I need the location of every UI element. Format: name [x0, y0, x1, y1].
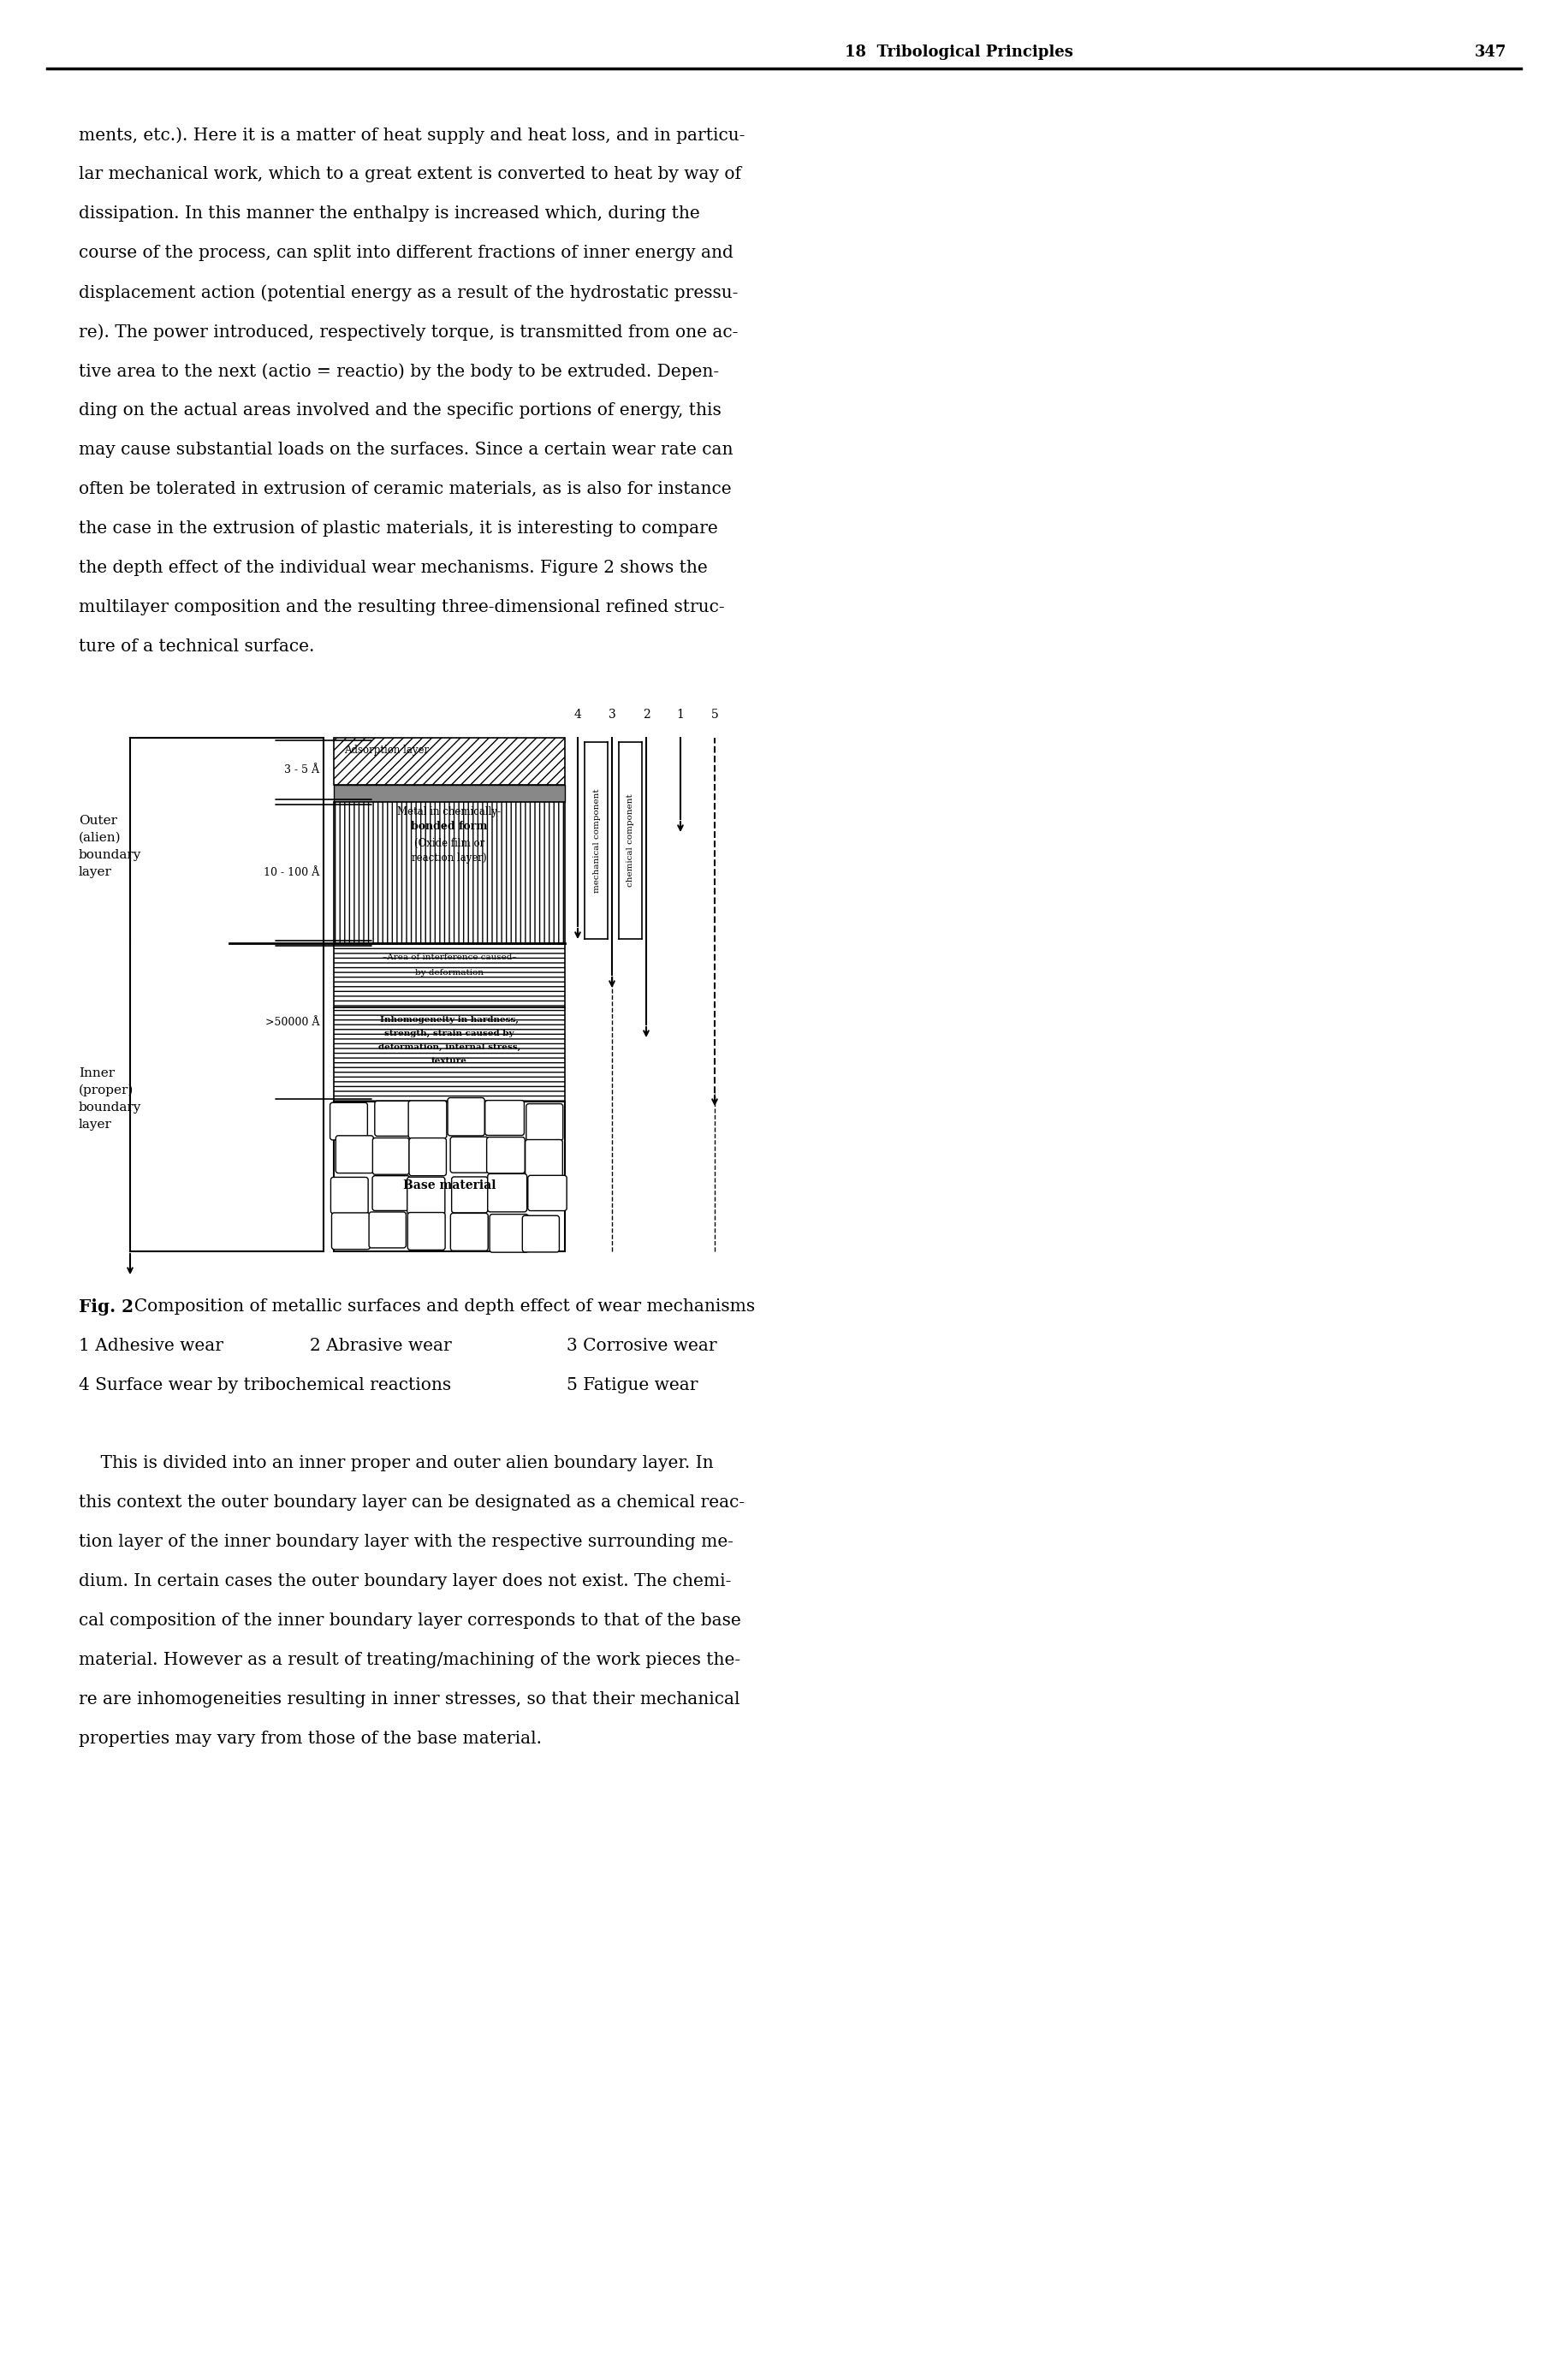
FancyBboxPatch shape [368, 1212, 406, 1247]
Text: chemical component: chemical component [627, 794, 633, 886]
Text: 5 Fatigue wear: 5 Fatigue wear [566, 1378, 698, 1392]
FancyBboxPatch shape [485, 1100, 524, 1136]
Text: 3: 3 [608, 708, 616, 720]
Text: >50000 Å: >50000 Å [265, 1017, 320, 1029]
Text: may cause substantial loads on the surfaces. Since a certain wear rate can: may cause substantial loads on the surfa… [78, 442, 734, 459]
Text: the case in the extrusion of plastic materials, it is interesting to compare: the case in the extrusion of plastic mat… [78, 520, 718, 537]
FancyBboxPatch shape [332, 1212, 370, 1250]
Text: boundary: boundary [78, 1102, 141, 1114]
Text: ture of a technical surface.: ture of a technical surface. [78, 639, 315, 656]
Text: displacement action (potential energy as a result of the hydrostatic pressu-: displacement action (potential energy as… [78, 285, 739, 302]
Text: strength, strain caused by: strength, strain caused by [384, 1029, 514, 1038]
Text: Metal in chemically-: Metal in chemically- [398, 805, 502, 817]
Text: deformation, internal stress,: deformation, internal stress, [378, 1043, 521, 1050]
FancyBboxPatch shape [375, 1100, 412, 1136]
Bar [334, 1007, 564, 1102]
Text: 1: 1 [677, 708, 684, 720]
FancyBboxPatch shape [452, 1176, 488, 1212]
Text: re). The power introduced, respectively torque, is transmitted from one ac-: re). The power introduced, respectively … [78, 323, 739, 340]
Bar [334, 1102, 564, 1252]
FancyBboxPatch shape [489, 1214, 528, 1252]
FancyBboxPatch shape [329, 1102, 367, 1140]
Text: tion layer of the inner boundary layer with the respective surrounding me-: tion layer of the inner boundary layer w… [78, 1535, 734, 1549]
Text: –Area of interference caused–: –Area of interference caused– [383, 953, 516, 962]
Text: Inner: Inner [78, 1067, 114, 1079]
FancyBboxPatch shape [527, 1105, 563, 1140]
FancyBboxPatch shape [525, 1140, 563, 1178]
Text: 18  Tribological Principles: 18 Tribological Principles [845, 45, 1073, 59]
Text: Fig. 2: Fig. 2 [78, 1297, 133, 1316]
Text: layer: layer [78, 867, 111, 879]
Text: 2: 2 [643, 708, 651, 720]
FancyBboxPatch shape [373, 1138, 409, 1174]
Text: (Oxide film or: (Oxide film or [414, 839, 485, 848]
Text: boundary: boundary [78, 848, 141, 860]
FancyBboxPatch shape [409, 1138, 447, 1176]
Text: 2 Abrasive wear: 2 Abrasive wear [310, 1338, 452, 1354]
Text: This is divided into an inner proper and outer alien boundary layer. In: This is divided into an inner proper and… [78, 1454, 713, 1471]
Text: dium. In certain cases the outer boundary layer does not exist. The chemi-: dium. In certain cases the outer boundar… [78, 1573, 731, 1590]
Text: reaction layer): reaction layer) [412, 853, 486, 862]
Text: (alien): (alien) [78, 832, 121, 843]
Text: 347: 347 [1474, 45, 1507, 59]
FancyBboxPatch shape [522, 1217, 560, 1252]
FancyBboxPatch shape [448, 1098, 485, 1136]
Bar [334, 784, 564, 803]
Bar [334, 739, 564, 784]
Text: Outer: Outer [78, 815, 118, 827]
FancyBboxPatch shape [336, 1136, 373, 1174]
Text: the depth effect of the individual wear mechanisms. Figure 2 shows the: the depth effect of the individual wear … [78, 561, 707, 575]
Text: dissipation. In this manner the enthalpy is increased which, during the: dissipation. In this manner the enthalpy… [78, 204, 699, 221]
Text: tive area to the next (actio = reactio) by the body to be extruded. Depen-: tive area to the next (actio = reactio) … [78, 364, 720, 380]
FancyBboxPatch shape [408, 1212, 445, 1250]
Text: by deformation: by deformation [416, 969, 483, 977]
Text: mechanical component: mechanical component [594, 789, 601, 893]
Text: texture: texture [431, 1057, 467, 1064]
FancyBboxPatch shape [372, 1176, 409, 1212]
Text: material. However as a result of treating/machining of the work pieces the-: material. However as a result of treatin… [78, 1651, 740, 1668]
Text: 3 - 5 Å: 3 - 5 Å [284, 765, 320, 775]
Text: multilayer composition and the resulting three-dimensional refined struc-: multilayer composition and the resulting… [78, 599, 724, 615]
Text: properties may vary from those of the base material.: properties may vary from those of the ba… [78, 1730, 543, 1746]
FancyBboxPatch shape [450, 1136, 488, 1174]
Text: 4: 4 [574, 708, 582, 720]
Text: Inhomogeneity in hardness,: Inhomogeneity in hardness, [379, 1017, 519, 1024]
Text: course of the process, can split into different fractions of inner energy and: course of the process, can split into di… [78, 245, 734, 261]
FancyBboxPatch shape [408, 1100, 447, 1138]
Text: cal composition of the inner boundary layer corresponds to that of the base: cal composition of the inner boundary la… [78, 1613, 742, 1630]
Bar [334, 943, 564, 1007]
Text: 3 Corrosive wear: 3 Corrosive wear [566, 1338, 717, 1354]
FancyBboxPatch shape [331, 1176, 368, 1214]
FancyBboxPatch shape [486, 1138, 525, 1174]
Text: (proper): (proper) [78, 1083, 133, 1098]
FancyBboxPatch shape [408, 1176, 445, 1214]
FancyBboxPatch shape [528, 1176, 566, 1212]
Text: Adsorption layer: Adsorption layer [343, 744, 430, 756]
Text: ments, etc.). Here it is a matter of heat supply and heat loss, and in particu-: ments, etc.). Here it is a matter of hea… [78, 126, 745, 143]
Text: 4 Surface wear by tribochemical reactions: 4 Surface wear by tribochemical reaction… [78, 1378, 452, 1392]
Text: 5: 5 [710, 708, 718, 720]
Text: 1 Adhesive wear: 1 Adhesive wear [78, 1338, 223, 1354]
Text: Base material: Base material [403, 1178, 495, 1190]
Text: layer: layer [78, 1119, 111, 1131]
FancyBboxPatch shape [488, 1174, 527, 1212]
Text: lar mechanical work, which to a great extent is converted to heat by way of: lar mechanical work, which to a great ex… [78, 166, 742, 183]
Text: Composition of metallic surfaces and depth effect of wear mechanisms: Composition of metallic surfaces and dep… [124, 1297, 756, 1314]
Text: this context the outer boundary layer can be designated as a chemical reac-: this context the outer boundary layer ca… [78, 1495, 745, 1511]
FancyBboxPatch shape [450, 1214, 488, 1250]
Text: 10 - 100 Å: 10 - 100 Å [263, 867, 320, 879]
Bar [334, 803, 564, 943]
Text: ding on the actual areas involved and the specific portions of energy, this: ding on the actual areas involved and th… [78, 402, 721, 418]
Text: bonded form: bonded form [411, 820, 488, 832]
Text: often be tolerated in extrusion of ceramic materials, as is also for instance: often be tolerated in extrusion of ceram… [78, 480, 731, 497]
Text: re are inhomogeneities resulting in inner stresses, so that their mechanical: re are inhomogeneities resulting in inne… [78, 1692, 740, 1708]
